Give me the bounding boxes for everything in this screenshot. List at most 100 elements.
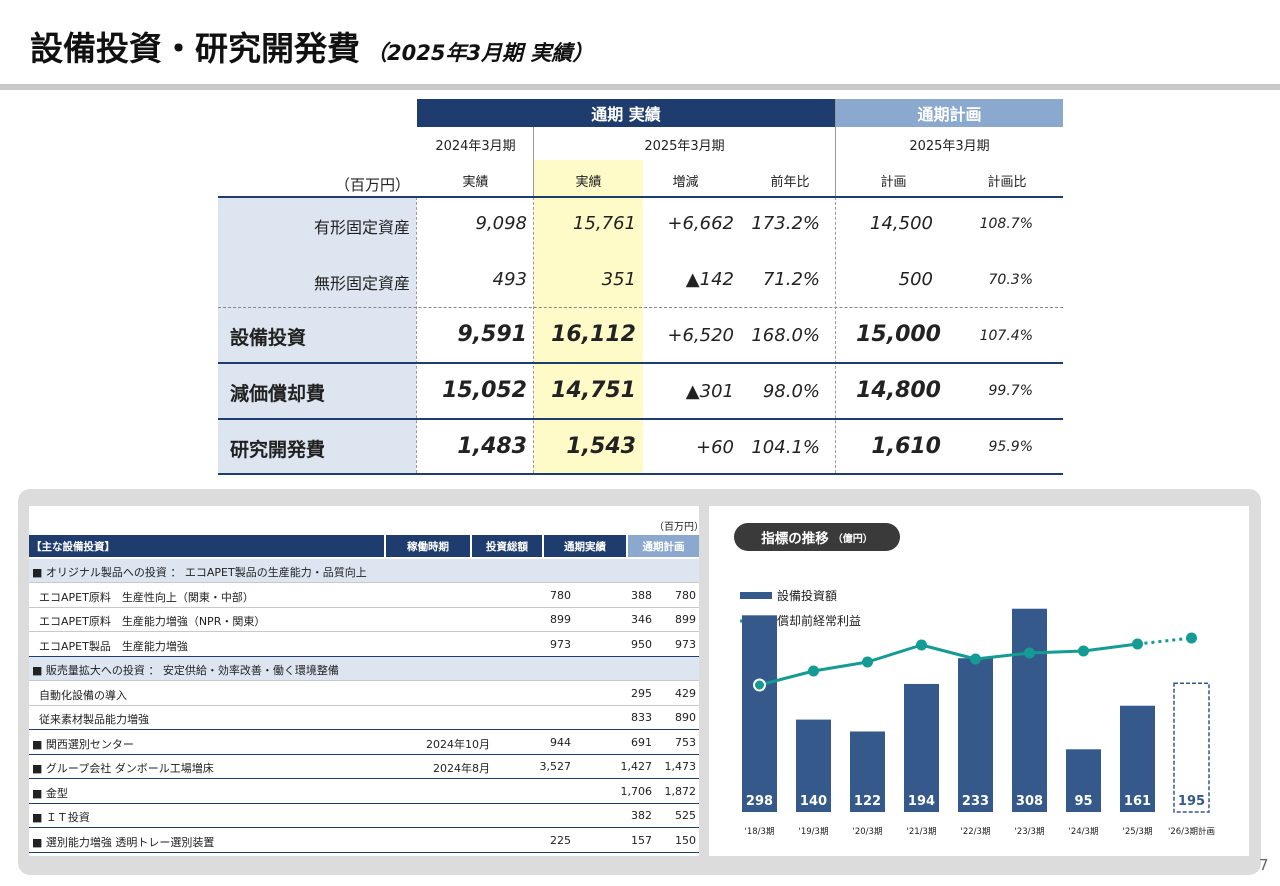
investment-name: ■ 選別能力増強 透明トレー選別装置 — [32, 835, 215, 849]
fy-cur-label: 2025年3月期 — [644, 139, 725, 154]
x-tick-label: '25/3期 — [1123, 827, 1153, 837]
unit-label: （百万円） — [334, 176, 410, 194]
x-tick-label: '26/3期計画 — [1168, 826, 1215, 837]
investment-actual: 1,706 — [620, 784, 653, 798]
x-tick-label: '18/3期 — [745, 827, 775, 837]
bar-value-label: 308 — [1016, 794, 1043, 809]
inv-header-actual: 通期実績 — [544, 535, 626, 557]
divider — [416, 197, 417, 473]
col-plan: 計画 — [880, 175, 907, 190]
group-header-plan: 通期計画 — [836, 99, 1063, 127]
cell-cur: 16,112 — [551, 322, 636, 347]
cell-diff: +60 — [696, 437, 734, 458]
trend-point — [1186, 632, 1197, 644]
investment-section-row: ■ グループ会社 ダンボール工場増床 2024年8月 3,527 1,427 1,473 — [29, 755, 699, 779]
bar-value-label: 194 — [908, 794, 935, 809]
investment-actual: 388 — [631, 588, 652, 602]
cell-yoy: 71.2% — [762, 269, 820, 290]
bar — [1120, 705, 1155, 812]
trend-segment — [759, 669, 814, 687]
group-header-actual: 通期 実績 — [417, 99, 835, 127]
inv-header-plan: 通期計画 — [628, 535, 699, 557]
bar — [742, 615, 777, 812]
table-bottom-rule — [218, 473, 1063, 475]
page-title: 設備投資・研究開発費 （2025年3月期 実績） — [30, 22, 593, 70]
chart-unit: （億円） — [832, 533, 873, 545]
chart-title: 指標の推移 — [761, 531, 829, 547]
bar — [796, 719, 831, 812]
page-title-main: 設備投資・研究開発費 — [30, 29, 360, 68]
bar — [1066, 749, 1101, 812]
row-divider — [218, 362, 1063, 364]
cell-prev: 493 — [492, 269, 527, 290]
col-cur-actual: 実績 — [575, 175, 602, 190]
investment-section-row: ■ ＩＴ投資 382 525 — [29, 804, 699, 828]
investment-name: ■ オリジナル製品への投資 ： エコAPET製品の生産能力・品質向上 — [32, 566, 367, 579]
legend-swatch-capex — [740, 592, 772, 599]
cell-plan: 500 — [898, 269, 933, 290]
investment-plan: 753 — [675, 735, 696, 749]
investment-name: 従来素材製品能力増強 — [39, 713, 149, 726]
cell-yoy: 173.2% — [751, 213, 820, 234]
bar — [904, 683, 939, 812]
cell-cur: 1,543 — [566, 434, 636, 459]
investment-total: 899 — [550, 613, 571, 626]
investment-actual: 346 — [631, 613, 652, 626]
col-plan-ratio: 計画比 — [987, 175, 1027, 190]
investment-total: 780 — [550, 588, 571, 602]
row-label-tangible: 有形固定資産 — [313, 218, 410, 237]
trend-point — [916, 639, 927, 651]
bar-plan — [1173, 682, 1210, 813]
trend-segment — [921, 643, 976, 661]
page-number: 7 — [1259, 856, 1269, 874]
cell-prev: 15,052 — [442, 378, 527, 403]
bar — [958, 658, 993, 812]
trend-point — [808, 665, 819, 677]
cell-diff: +6,520 — [667, 325, 734, 346]
investment-actual: 295 — [631, 686, 652, 700]
bar-value-label: 95 — [1074, 794, 1092, 809]
cell-yoy: 168.0% — [751, 325, 820, 346]
col-prev-actual: 実績 — [462, 175, 489, 190]
investment-section-row: ■ 金型 1,706 1,872 — [29, 780, 699, 804]
cell-prev: 9,098 — [475, 213, 527, 234]
chart-title-pill: 指標の推移 （億円） — [734, 523, 900, 551]
trend-point — [862, 656, 873, 668]
bar-value-label: 122 — [854, 794, 881, 809]
investment-total: 225 — [550, 833, 571, 847]
investment-name: ■ 関西選別センター — [32, 737, 134, 751]
trend-point — [970, 653, 981, 665]
divider — [533, 127, 534, 197]
trend-segment — [975, 651, 1030, 661]
investment-item-row: エコAPET原料 生産性向上（関東・中部） 780 388 780 — [29, 584, 699, 608]
divider — [533, 197, 534, 473]
divider — [835, 99, 836, 197]
cell-ratio: 95.9% — [988, 439, 1033, 455]
investment-unit: （百万円） — [654, 522, 704, 533]
investment-actual: 833 — [631, 711, 652, 724]
investment-period: 2024年8月 — [433, 762, 490, 775]
inv-header-name: 【主な設備投資】 — [29, 535, 384, 557]
cell-yoy: 98.0% — [762, 381, 820, 402]
col-diff: 増減 — [672, 175, 699, 190]
investment-actual: 950 — [631, 637, 652, 651]
cell-plan: 1,610 — [871, 434, 941, 459]
investment-period: 2024年10月 — [426, 737, 490, 751]
investment-plan: 780 — [675, 588, 696, 602]
investment-item-row: エコAPET原料 生産能力増強（NPR・関東） 899 346 899 — [29, 608, 699, 632]
investment-actual: 1,427 — [620, 760, 653, 773]
cell-diff: ▲142 — [685, 269, 734, 290]
legend-label-profit: 償却前経常利益 — [777, 613, 861, 628]
bar-value-label: 298 — [746, 794, 773, 809]
x-tick-label: '20/3期 — [853, 827, 883, 837]
fy-plan-label: 2025年3月期 — [909, 139, 990, 154]
investment-name: エコAPET原料 生産性向上（関東・中部） — [39, 590, 254, 604]
trend-segment — [1137, 636, 1192, 646]
investment-name: エコAPET原料 生産能力増強（NPR・関東） — [39, 615, 266, 628]
investment-item-row: 従来素材製品能力増強 833 890 — [29, 706, 699, 730]
investment-actual: 157 — [631, 833, 652, 847]
investment-total: 973 — [550, 637, 571, 651]
page-title-sub: （2025年3月期 実績） — [366, 41, 594, 65]
inv-header-period: 稼働時期 — [386, 535, 470, 557]
